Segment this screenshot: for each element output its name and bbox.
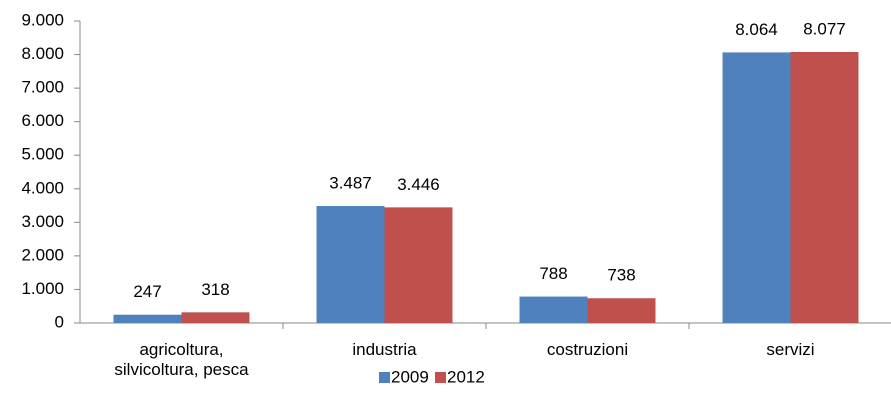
bar <box>113 314 182 323</box>
y-tick-label: 4.000 <box>21 178 64 197</box>
value-label: 8.077 <box>803 19 846 38</box>
bar <box>384 207 453 323</box>
value-label: 247 <box>133 282 161 301</box>
value-label: 738 <box>607 266 635 285</box>
bar <box>790 51 859 324</box>
bar <box>316 205 385 323</box>
value-label: 318 <box>201 280 229 299</box>
y-tick-label: 8.000 <box>21 44 64 63</box>
bar <box>587 298 656 323</box>
value-label: 8.064 <box>735 20 778 39</box>
value-label: 788 <box>539 264 567 283</box>
value-label: 3.446 <box>397 175 440 194</box>
y-tick-label: 1.000 <box>21 279 64 298</box>
bar <box>722 52 791 324</box>
legend-swatch <box>435 372 446 383</box>
y-tick-label: 6.000 <box>21 111 64 130</box>
y-tick-label: 3.000 <box>21 212 64 231</box>
bar <box>181 312 250 323</box>
y-tick-label: 5.000 <box>21 145 64 164</box>
value-label: 3.487 <box>329 173 372 192</box>
y-tick-label: 9.000 <box>21 10 64 29</box>
x-tick-label: agricoltura, silvicoltura, pesca <box>114 340 249 379</box>
x-tick-label: servizi <box>766 340 815 359</box>
y-tick-label: 7.000 <box>21 78 64 97</box>
legend-label: 2012 <box>447 367 485 386</box>
legend-swatch <box>379 372 390 383</box>
y-tick-label: 0 <box>55 312 64 331</box>
y-tick-label: 2.000 <box>21 245 64 264</box>
x-tick-label: industria <box>352 340 417 359</box>
bar <box>519 296 588 323</box>
legend-label: 2009 <box>391 367 429 386</box>
x-tick-label: costruzioni <box>546 340 629 359</box>
